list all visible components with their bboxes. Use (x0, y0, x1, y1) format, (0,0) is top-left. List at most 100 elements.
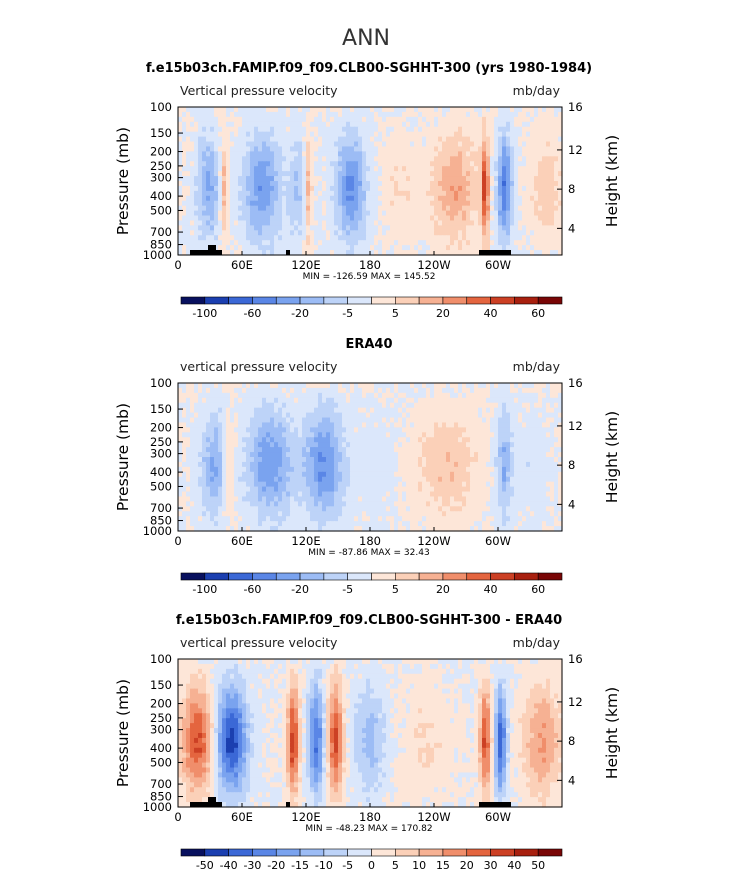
field-cell (286, 437, 291, 443)
field-cell (206, 171, 211, 177)
field-cell (430, 481, 435, 488)
field-cell (294, 146, 299, 152)
field-cell (330, 215, 335, 222)
field-cell (454, 215, 459, 222)
field-cell (294, 210, 299, 217)
field-cell (542, 121, 547, 128)
field-cell (254, 200, 259, 207)
topography-mask (208, 245, 216, 255)
field-cell (350, 141, 355, 148)
field-cell (354, 392, 359, 399)
field-cell (182, 427, 187, 433)
field-cell (274, 387, 279, 394)
field-cell (546, 220, 551, 226)
field-cell (378, 457, 383, 463)
field-cell (506, 230, 511, 236)
field-cell (178, 466, 183, 473)
field-cell (294, 131, 299, 138)
field-cell (202, 225, 207, 231)
field-cell (470, 240, 475, 246)
field-cell (490, 126, 495, 133)
field-cell (258, 146, 263, 152)
field-cell (198, 245, 203, 251)
field-cell (530, 383, 535, 389)
field-cell (502, 461, 507, 468)
field-cell (362, 447, 367, 453)
field-cell (474, 161, 479, 167)
field-cell (254, 417, 259, 424)
field-cell (466, 146, 471, 152)
field-cell (482, 397, 487, 404)
field-cell (194, 471, 199, 478)
field-cell (366, 387, 371, 394)
field-cell (366, 383, 371, 389)
field-cell (250, 422, 255, 428)
field-cell (366, 432, 371, 438)
field-cell (370, 225, 375, 231)
field-cell (242, 417, 247, 424)
field-cell (422, 205, 427, 212)
field-cell (254, 131, 259, 138)
field-cell (330, 402, 335, 409)
field-cell (298, 432, 303, 438)
field-cell (286, 442, 291, 448)
field-cell (402, 107, 407, 113)
field-cell (550, 107, 555, 113)
field-cell (202, 383, 207, 389)
field-cell (478, 235, 483, 241)
field-cell (410, 215, 415, 222)
field-cell (462, 190, 467, 197)
field-cell (382, 230, 387, 236)
field-cell (450, 412, 455, 419)
field-cell (478, 437, 483, 443)
field-cell (282, 387, 287, 394)
field-cell (334, 185, 339, 192)
field-cell (298, 461, 303, 468)
field-cell (466, 126, 471, 133)
field-cell (182, 422, 187, 428)
field-cell (302, 136, 307, 143)
field-cell (402, 195, 407, 202)
field-cell (526, 417, 531, 424)
field-cell (410, 412, 415, 419)
field-cell (382, 190, 387, 197)
field-cell (394, 407, 399, 414)
field-cell (278, 176, 283, 182)
field-cell (530, 215, 535, 222)
field-cell (190, 422, 195, 428)
field-cell (206, 126, 211, 133)
field-cell (238, 190, 243, 197)
field-cell (282, 392, 287, 399)
field-cell (242, 200, 247, 207)
field-cell (298, 412, 303, 419)
field-cell (554, 461, 559, 468)
field-cell (558, 131, 563, 138)
field-cell (402, 437, 407, 443)
field-cell (310, 387, 315, 394)
field-cell (370, 466, 375, 473)
field-cell (410, 111, 415, 118)
field-cell (406, 250, 411, 256)
field-cell (522, 156, 527, 162)
field-cell (502, 205, 507, 212)
field-cell (554, 171, 559, 177)
field-cell (346, 200, 351, 207)
field-cell (378, 141, 383, 148)
field-cell (422, 230, 427, 236)
field-cell (238, 437, 243, 443)
field-cell (470, 437, 475, 443)
field-cell (450, 171, 455, 177)
field-cell (334, 190, 339, 197)
field-cell (282, 156, 287, 162)
field-cell (498, 383, 503, 389)
field-cell (374, 161, 379, 167)
field-cell (342, 407, 347, 414)
field-cell (186, 121, 191, 128)
field-cell (322, 461, 327, 468)
field-cell (542, 126, 547, 133)
field-cell (502, 151, 507, 157)
field-cell (242, 471, 247, 478)
field-cell (190, 392, 195, 399)
field-cell (398, 205, 403, 212)
field-cell (190, 166, 195, 172)
